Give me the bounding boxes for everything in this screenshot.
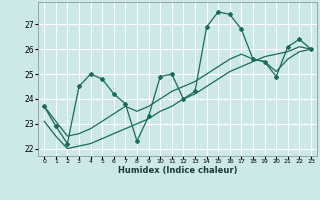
X-axis label: Humidex (Indice chaleur): Humidex (Indice chaleur) (118, 166, 237, 175)
